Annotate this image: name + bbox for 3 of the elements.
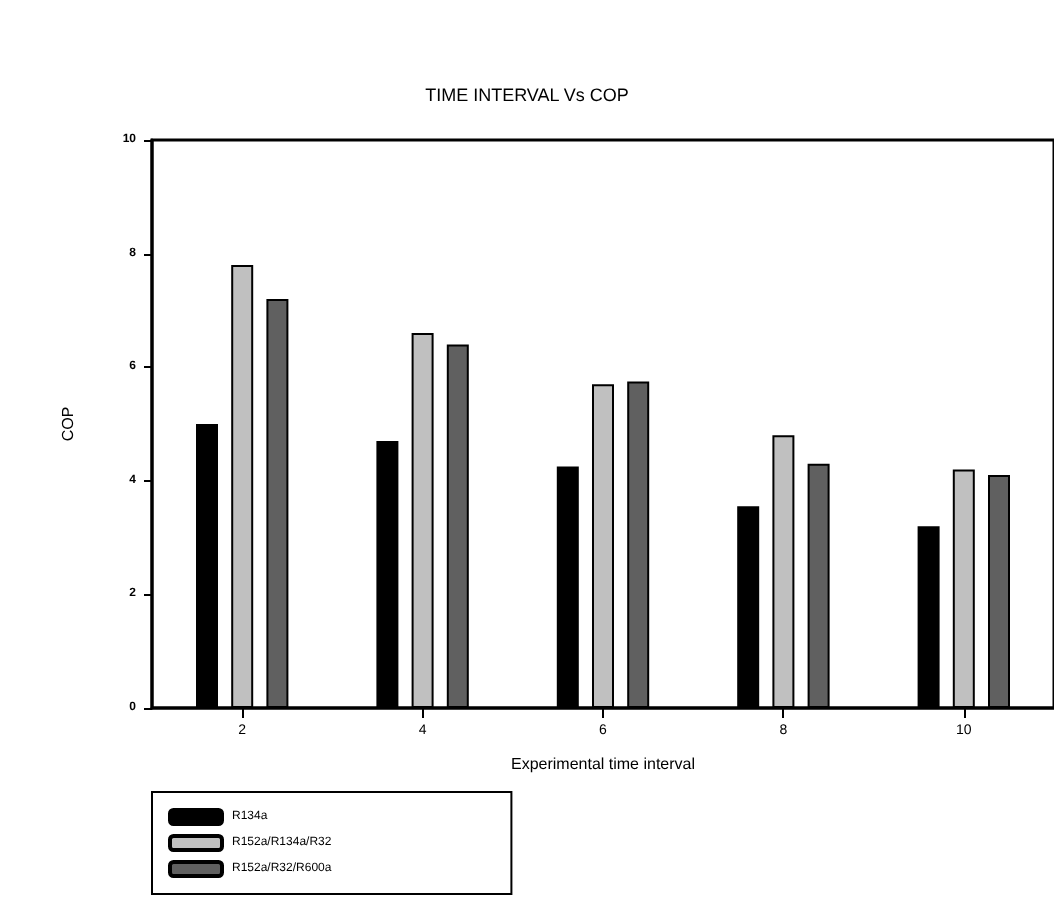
x-axis-title: Experimental time interval	[510, 755, 696, 773]
chart-title: TIME INTERVAL Vs COP	[425, 85, 629, 105]
y-axis-title: COP	[59, 406, 77, 442]
